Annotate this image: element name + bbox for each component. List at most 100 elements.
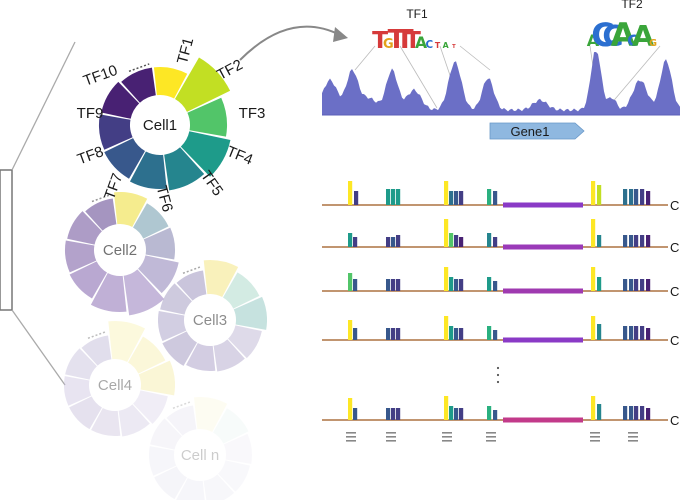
ring-segment: [69, 396, 102, 430]
zoom-line-bottom: [11, 309, 66, 386]
ring-segment: [121, 67, 156, 103]
tf-label: TF10: [81, 62, 120, 90]
accessibility-bar: [396, 328, 401, 340]
motif-letter: A: [443, 41, 449, 50]
accessibility-bar: [623, 189, 628, 205]
accessibility-bar: [353, 279, 358, 291]
accessibility-bar: [391, 328, 396, 340]
ring-segment: [176, 270, 207, 301]
accessibility-bar: [591, 181, 596, 205]
gene-label: Gene1: [510, 124, 549, 139]
ring-segment: [113, 192, 148, 228]
cell-ring: Cell2: [64, 192, 179, 316]
accessibility-bar: [640, 326, 645, 340]
accessibility-bar: [623, 235, 628, 247]
cell-row: C: [322, 181, 679, 213]
accessibility-bar: [634, 279, 639, 291]
motif-label-tf2: TF2: [621, 0, 643, 11]
motif-letter: T: [372, 26, 388, 54]
accessibility-bar: [459, 328, 464, 340]
accessibility-bar: [459, 408, 464, 420]
ring-segment: [187, 97, 228, 137]
accessibility-bar: [348, 233, 353, 247]
ring-segment: [223, 272, 260, 309]
ring-segment: [104, 138, 145, 179]
ring-segment: [101, 81, 140, 119]
accessibility-bar: [591, 396, 596, 420]
ring-segment: [143, 227, 176, 260]
accessibility-bar: [386, 237, 391, 247]
cell-label: Cell3: [193, 312, 227, 329]
motif-letter: A: [611, 16, 636, 54]
accessibility-bar: [396, 189, 401, 205]
ring-dots: [182, 266, 201, 274]
ring-segment: [176, 477, 205, 500]
accessibility-bar: [444, 316, 449, 340]
accessibility-bar: [354, 191, 359, 205]
tick-mark: [590, 436, 600, 438]
row-label: C: [670, 284, 679, 299]
accessibility-bar: [634, 326, 639, 340]
ring-segment: [149, 446, 177, 476]
tick-mark: [442, 436, 452, 438]
gene-arrow: Gene1: [489, 122, 585, 140]
accessibility-bar: [454, 279, 459, 291]
ring-dots: [172, 401, 191, 409]
motif-letter: T: [396, 25, 414, 55]
accessibility-bar: [493, 237, 498, 247]
accessibility-bar: [459, 191, 464, 205]
accessibility-bar: [391, 279, 396, 291]
tick-mark: [346, 440, 356, 442]
motif-link: [459, 45, 491, 71]
tf-label: TF3: [239, 105, 266, 122]
ring-segment: [164, 147, 205, 191]
ring-segment: [150, 418, 182, 450]
accessibility-bar: [487, 189, 492, 205]
ring-segment: [218, 460, 250, 492]
accessibility-bar: [449, 277, 454, 291]
ring-segment: [138, 255, 179, 294]
tf-label: TF1: [174, 36, 197, 66]
ring-segment: [203, 474, 235, 500]
cell-label: Cell4: [98, 377, 132, 394]
accessibility-bar: [629, 235, 634, 247]
accessibility-bar: [454, 235, 459, 247]
ellipsis-dots: [496, 366, 500, 384]
cell-ring: Cell n: [149, 397, 253, 500]
tick-mark: [442, 432, 452, 434]
accessibility-bar: [629, 406, 634, 420]
tick-mark: [346, 436, 356, 438]
tick-mark: [486, 440, 496, 442]
row-label: C: [670, 413, 679, 428]
accessibility-bar: [396, 279, 401, 291]
zoom-bracket: [0, 41, 76, 386]
ring-segment: [108, 320, 146, 363]
cell-row: C: [322, 316, 679, 348]
ring-segment: [203, 259, 239, 298]
ring-segment: [213, 339, 245, 372]
row-label: C: [670, 333, 679, 348]
motif-link: [609, 45, 661, 106]
tick-mark: [628, 432, 638, 434]
accessibility-bar: [597, 277, 602, 291]
accessibility-bar: [646, 408, 651, 420]
gene-arrow-shape: [489, 122, 585, 140]
motif-link: [399, 45, 438, 109]
ring-segment: [133, 390, 168, 424]
tf-label: TF9: [77, 105, 104, 122]
ring-segment: [160, 283, 192, 315]
accessibility-bar: [449, 191, 454, 205]
accessibility-bar: [386, 279, 391, 291]
ring-segment: [118, 404, 150, 437]
ring-segment: [85, 198, 117, 231]
accessibility-bar: [597, 324, 602, 340]
tick-mark: [628, 440, 638, 442]
accessibility-bar: [449, 406, 454, 420]
accessibility-bar: [353, 328, 358, 340]
accessibility-bar: [386, 408, 391, 420]
ring-segment: [128, 336, 166, 374]
tick-mark: [486, 432, 496, 434]
accessibility-bar: [444, 219, 449, 247]
